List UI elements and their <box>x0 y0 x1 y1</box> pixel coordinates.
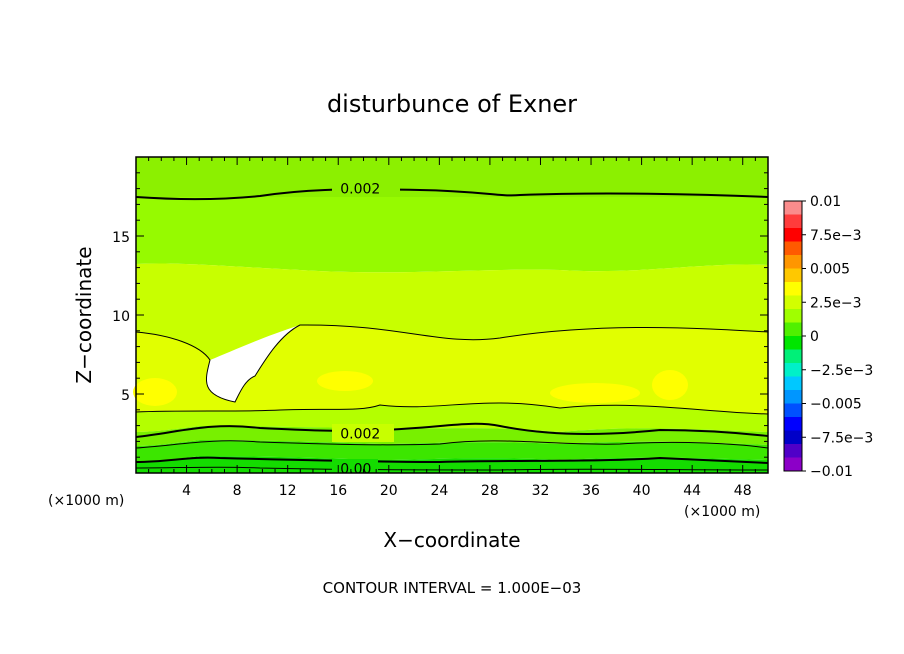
contour-label: 0.002 <box>340 427 380 443</box>
y-axis: 5 10 15 <box>112 172 768 458</box>
contour-line <box>135 440 769 449</box>
contour-label: 0.00 <box>340 461 371 477</box>
field-band-lower2 <box>136 426 768 446</box>
x-tick-label: 44 <box>683 483 701 499</box>
colorbar-swatch <box>784 268 802 283</box>
colorbar-swatch <box>784 336 802 350</box>
yellow-patch <box>317 371 373 391</box>
colorbar-tick-label: 0 <box>810 329 819 345</box>
colorbar-swatch <box>784 241 802 256</box>
contour-line <box>135 456 769 464</box>
colorbar-tick-label: 7.5e−3 <box>810 228 862 244</box>
y-tick-label: 15 <box>112 230 130 246</box>
field-band-mid <box>136 263 768 360</box>
contour-interval-note: CONTOUR INTERVAL = 1.000E−03 <box>323 579 582 597</box>
x-axis: 4 8 12 16 20 24 28 32 36 40 44 48 <box>148 157 756 499</box>
colorbar-tick-label: −7.5e−3 <box>810 430 873 446</box>
field-band-lower1 <box>136 402 768 432</box>
colorbar-tick-label: 0.005 <box>810 262 850 278</box>
colorbar-swatch <box>784 444 802 458</box>
x-tick-label: 12 <box>279 483 297 499</box>
y-axis-title: Z−coordinate <box>72 246 96 383</box>
colorbar-swatch <box>784 349 802 364</box>
x-axis-title: X−coordinate <box>383 528 520 552</box>
colorbar-tick-label: −2.5e−3 <box>810 363 873 379</box>
x-tick-label: 4 <box>182 483 191 499</box>
colorbar-swatch <box>784 214 802 229</box>
contour-label: 0.002 <box>340 182 380 198</box>
colorbar-swatch <box>784 322 802 337</box>
x-tick-label: 40 <box>633 483 651 499</box>
colorbar-swatch <box>784 417 802 431</box>
colorbar: 0.01 7.5e−3 0.005 2.5e−3 0 −2.5e−3 −0.005 −7.5e… <box>783 194 873 480</box>
plot-area <box>133 157 769 473</box>
yellow-patch <box>133 378 177 406</box>
field-band-upper <box>136 197 768 273</box>
x-tick-label: 36 <box>582 483 600 499</box>
colorbar-swatch <box>784 201 802 215</box>
yellow-patch <box>652 370 688 400</box>
x-tick-label: 28 <box>481 483 499 499</box>
contour-line <box>135 402 769 415</box>
colorbar-tick-label: 2.5e−3 <box>810 295 862 311</box>
chart-title: disturbunce of Exner <box>327 90 577 118</box>
colorbar-swatch <box>784 457 802 472</box>
x-tick-label: 16 <box>329 483 347 499</box>
colorbar-tick-label: 0.01 <box>810 194 841 210</box>
colorbar-swatch <box>784 403 802 418</box>
colorbar-swatch <box>784 309 802 323</box>
colorbar-swatch <box>784 390 802 404</box>
colorbar-swatch <box>784 295 802 310</box>
contour-line <box>135 188 769 201</box>
yellow-patch <box>550 383 640 403</box>
field-band-lower3 <box>136 440 768 462</box>
contour-line <box>135 422 769 438</box>
x-tick-label: 20 <box>380 483 398 499</box>
colorbar-swatch <box>784 430 802 445</box>
contour-line <box>135 324 769 403</box>
x-tick-label: 32 <box>532 483 550 499</box>
colorbar-swatch <box>784 376 802 391</box>
x-unit-right: (×1000 m) <box>684 504 760 520</box>
x-tick-label: 8 <box>233 483 242 499</box>
colorbar-swatch <box>784 255 802 269</box>
y-tick-label: 5 <box>121 388 130 404</box>
y-tick-label: 10 <box>112 309 130 325</box>
colorbar-swatch <box>784 228 802 242</box>
colorbar-tick-label: −0.005 <box>810 397 862 413</box>
colorbar-tick-label: −0.01 <box>810 464 853 480</box>
x-tick-label: 48 <box>734 483 752 499</box>
contour-line <box>135 466 769 471</box>
colorbar-swatch <box>784 282 802 296</box>
x-tick-label: 24 <box>430 483 448 499</box>
colorbar-swatch <box>784 363 802 377</box>
x-unit-left: (×1000 m) <box>48 493 124 509</box>
